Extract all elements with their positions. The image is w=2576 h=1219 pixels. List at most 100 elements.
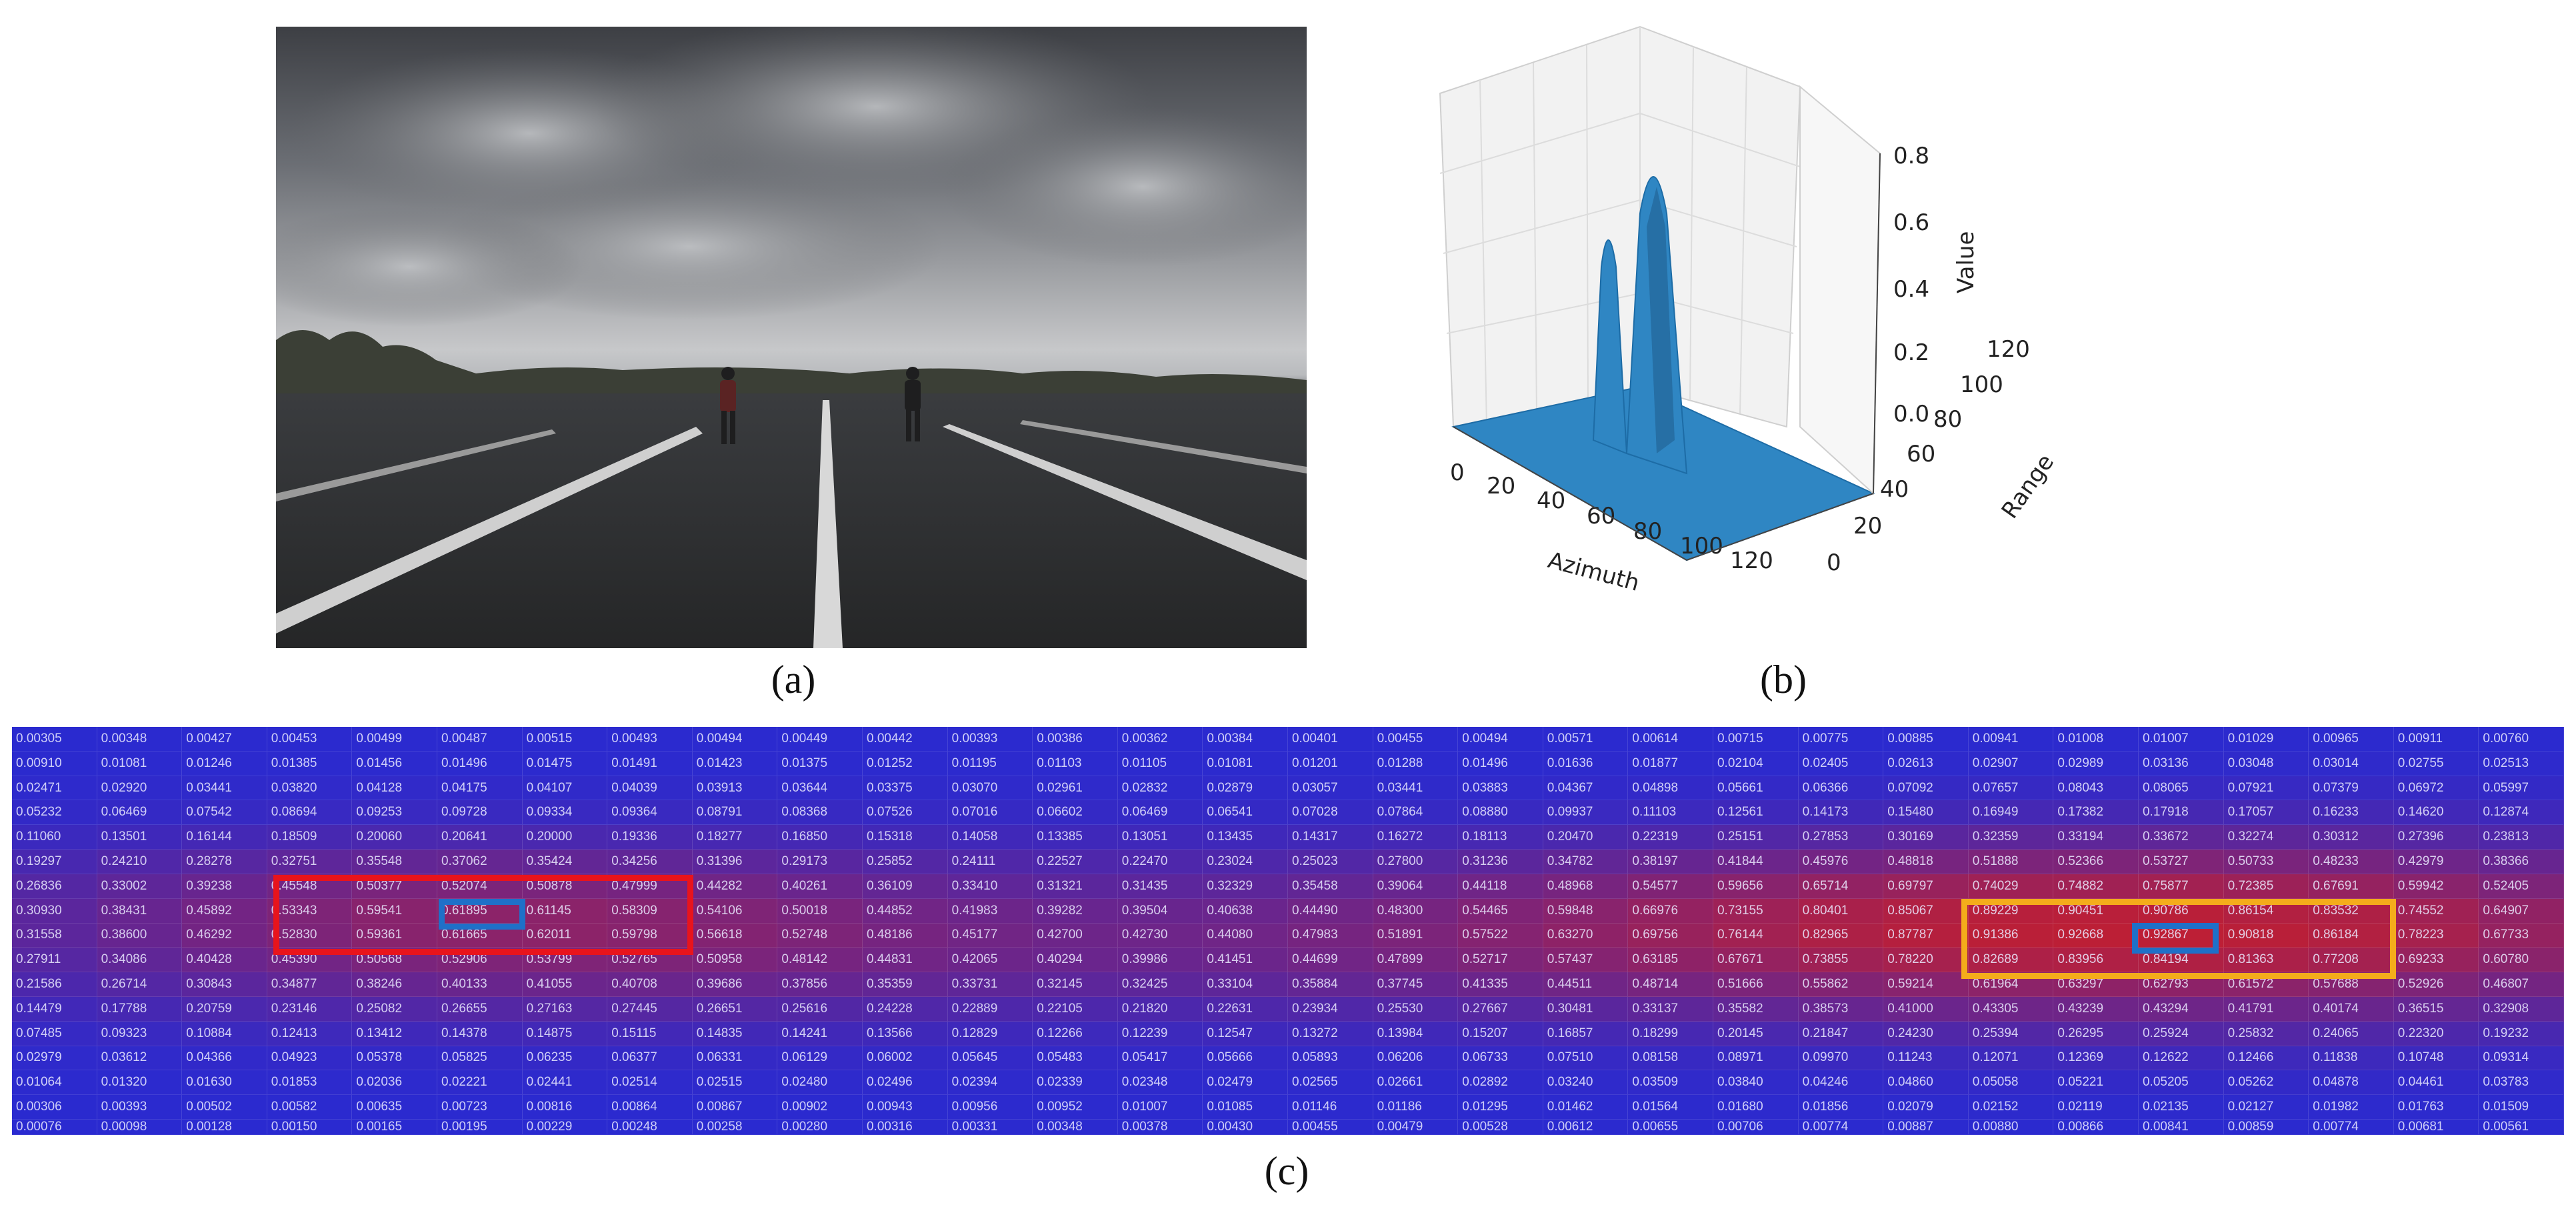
heatmap-cell: 0.52405 — [2479, 874, 2564, 899]
heatmap-cell: 0.05058 — [1968, 1070, 2054, 1096]
heatmap-cell: 0.01877 — [1628, 751, 1713, 776]
heatmap-cell: 0.22320 — [2393, 1021, 2479, 1046]
heatmap-cell: 0.00442 — [862, 727, 948, 752]
heatmap-cell: 0.25394 — [1968, 1021, 2054, 1046]
heatmap-cell: 0.18277 — [692, 825, 778, 850]
heatmap-cell: 0.09728 — [437, 800, 523, 826]
heatmap-cell: 0.00775 — [1798, 727, 1884, 752]
heatmap-cell: 0.02755 — [2393, 751, 2479, 776]
heatmap-cell: 0.06972 — [2393, 776, 2479, 801]
heatmap-cell: 0.12829 — [947, 1021, 1033, 1046]
heatmap-cell: 0.00494 — [1458, 727, 1543, 752]
heatmap-cell: 0.05645 — [947, 1046, 1033, 1071]
heatmap-cell: 0.44852 — [862, 898, 948, 924]
heatmap-cell: 0.42979 — [2393, 850, 2479, 874]
heatmap-cell: 0.00941 — [1968, 727, 2054, 752]
heatmap-cell: 0.63185 — [1628, 948, 1713, 973]
heatmap-cell: 0.02394 — [947, 1070, 1033, 1096]
heatmap-cell: 0.02496 — [862, 1070, 948, 1096]
heatmap-cell: 0.16850 — [777, 825, 863, 850]
heatmap-cell: 0.45892 — [182, 898, 267, 924]
heatmap-cell: 0.12622 — [2138, 1046, 2224, 1071]
heatmap-cell: 0.11103 — [1628, 800, 1713, 826]
heatmap-cell: 0.00715 — [1713, 727, 1799, 752]
z-tick: 0.4 — [1893, 276, 1929, 303]
heatmap-cell: 0.07379 — [2309, 776, 2394, 801]
heatmap-cell: 0.00150 — [267, 1120, 353, 1135]
heatmap-cell: 0.33104 — [1203, 972, 1288, 997]
heatmap-cell: 0.12874 — [2479, 800, 2564, 826]
heatmap-cell: 0.04367 — [1543, 776, 1629, 801]
heatmap-cell: 0.69233 — [2393, 948, 2479, 973]
heatmap-cell: 0.58309 — [607, 898, 693, 924]
heatmap-cell: 0.34256 — [607, 850, 693, 874]
heatmap-cell: 0.30481 — [1543, 996, 1629, 1022]
heatmap-cell: 0.26655 — [437, 996, 523, 1022]
heatmap-cell: 0.02079 — [1883, 1095, 1969, 1120]
heatmap-cell: 0.30312 — [2309, 825, 2394, 850]
heatmap-cell: 0.44282 — [692, 874, 778, 899]
heatmap-cell: 0.61145 — [522, 898, 608, 924]
heatmap-cell: 0.12561 — [1713, 800, 1799, 826]
heatmap-cell: 0.78223 — [2393, 923, 2479, 948]
heatmap-cell: 0.50958 — [692, 948, 778, 973]
heatmap-cell: 0.07864 — [1373, 800, 1459, 826]
heatmap-cell: 0.00561 — [2479, 1120, 2564, 1135]
side-pane — [1799, 85, 1881, 495]
heatmap-cell: 0.02961 — [1033, 776, 1118, 801]
heatmap-cell: 0.01146 — [1287, 1095, 1373, 1120]
heatmap-cell: 0.33194 — [2053, 825, 2139, 850]
heatmap-cell: 0.51888 — [1968, 850, 2054, 874]
heatmap-cell: 0.25023 — [1287, 850, 1373, 874]
heatmap-cell: 0.00910 — [12, 751, 97, 776]
heatmap-cell: 0.14875 — [522, 1021, 608, 1046]
heatmap-cell: 0.01982 — [2309, 1095, 2394, 1120]
heatmap-cell: 0.19297 — [12, 850, 97, 874]
heatmap-cell: 0.34877 — [267, 972, 353, 997]
heatmap-cell: 0.38431 — [97, 898, 183, 924]
heatmap-cell: 0.51891 — [1373, 923, 1459, 948]
heatmap-cell: 0.77208 — [2309, 948, 2394, 973]
heatmap-cell: 0.84194 — [2138, 948, 2224, 973]
heatmap-cell: 0.23024 — [1203, 850, 1288, 874]
heatmap-cell: 0.69797 — [1883, 874, 1969, 899]
heatmap-cell: 0.00076 — [12, 1120, 97, 1135]
heatmap-cell: 0.82689 — [1968, 948, 2054, 973]
heatmap-cell: 0.11060 — [12, 825, 97, 850]
heatmap-cell: 0.02832 — [1117, 776, 1203, 801]
heatmap-cell: 0.07657 — [1968, 776, 2054, 801]
heatmap-cell: 0.02221 — [437, 1070, 523, 1096]
heatmap-cell: 0.00706 — [1713, 1120, 1799, 1135]
heatmap-cell: 0.01186 — [1373, 1095, 1459, 1120]
heatmap-cell: 0.18113 — [1458, 825, 1543, 850]
heatmap-cell: 0.12266 — [1033, 1021, 1118, 1046]
heatmap-cell: 0.14835 — [692, 1021, 778, 1046]
heatmap-cell: 0.05825 — [437, 1046, 523, 1071]
heatmap-cell: 0.00902 — [777, 1095, 863, 1120]
heatmap-cell: 0.14620 — [2393, 800, 2479, 826]
heatmap-cell: 0.37062 — [437, 850, 523, 874]
heatmap-cell: 0.08880 — [1458, 800, 1543, 826]
heatmap-cell: 0.00774 — [2309, 1120, 2394, 1135]
heatmap-cell: 0.06331 — [692, 1046, 778, 1071]
heatmap-cell: 0.17918 — [2138, 800, 2224, 826]
heatmap-cell: 0.04246 — [1798, 1070, 1884, 1096]
heatmap-cell: 0.48968 — [1543, 874, 1629, 899]
heatmap-cell: 0.16233 — [2309, 800, 2394, 826]
heatmap-cell: 0.47983 — [1287, 923, 1373, 948]
heatmap-cell: 0.15115 — [607, 1021, 693, 1046]
heatmap-cell: 0.35548 — [352, 850, 437, 874]
heatmap-cell: 0.01007 — [2138, 727, 2224, 752]
heatmap-cell: 0.04175 — [437, 776, 523, 801]
heatmap-cell: 0.00859 — [2223, 1120, 2309, 1135]
heatmap-cell: 0.06541 — [1203, 800, 1288, 826]
heatmap-cell: 0.40174 — [2309, 996, 2394, 1022]
heatmap-cell: 0.00378 — [1117, 1120, 1203, 1135]
heatmap-cell: 0.37745 — [1373, 972, 1459, 997]
heatmap-cell: 0.35458 — [1287, 874, 1373, 899]
heatmap-cell: 0.03057 — [1287, 776, 1373, 801]
heatmap-cell: 0.27163 — [522, 996, 608, 1022]
heatmap-cell: 0.02348 — [1117, 1070, 1203, 1096]
heatmap-cell: 0.38573 — [1798, 996, 1884, 1022]
heatmap-cell: 0.20145 — [1713, 1021, 1799, 1046]
